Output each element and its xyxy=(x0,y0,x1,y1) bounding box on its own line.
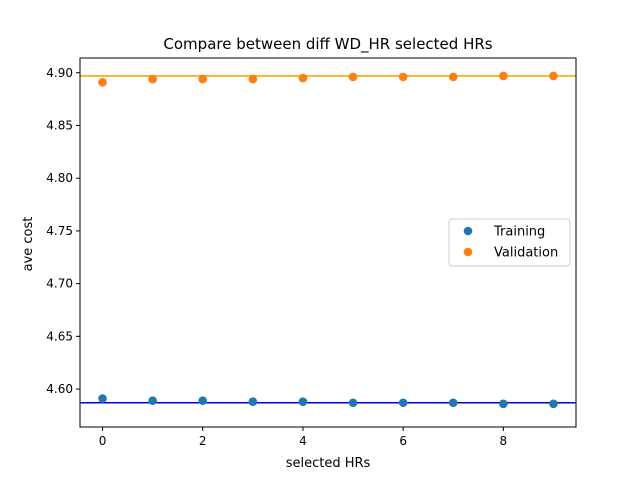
data-point-0-7 xyxy=(448,398,458,408)
axes-layer: 0 2 4 6 8 4.60 4.65 4.70 4.75 4.80 4.85 4.90 xyxy=(46,57,577,448)
data-point-1-2 xyxy=(198,74,208,84)
chart-title: Compare between diff WD_HR selected HRs xyxy=(163,35,492,54)
data-point-0-6 xyxy=(398,398,408,408)
y-axis-label: ave cost xyxy=(21,217,36,272)
y-tick-label-5: 4.85 xyxy=(46,118,73,132)
legend: Training Validation xyxy=(448,218,571,267)
data-point-0-9 xyxy=(549,399,558,409)
data-point-1-7 xyxy=(448,72,458,82)
y-tick-label-6: 4.90 xyxy=(46,66,73,80)
data-point-1-3 xyxy=(248,74,258,84)
data-point-1-1 xyxy=(148,74,157,84)
y-tick-label-3: 4.75 xyxy=(46,224,73,238)
data-point-1-4 xyxy=(298,73,308,83)
data-point-1-6 xyxy=(398,72,408,82)
data-point-0-5 xyxy=(348,398,358,408)
x-tick-label-1: 2 xyxy=(199,434,207,448)
x-axis-label: selected HRs xyxy=(286,456,371,471)
data-point-1-9 xyxy=(549,71,558,81)
x-tick-label-3: 6 xyxy=(399,434,407,448)
y-tick-label-4: 4.80 xyxy=(46,171,73,185)
legend-label-0: Training xyxy=(493,225,545,240)
data-point-0-8 xyxy=(499,399,508,409)
y-tick-label-0: 4.60 xyxy=(46,382,73,396)
legend-marker-1 xyxy=(463,247,473,257)
y-tick-label-1: 4.65 xyxy=(46,329,73,343)
data-point-1-0 xyxy=(98,77,107,87)
data-point-0-4 xyxy=(298,397,308,406)
data-point-0-0 xyxy=(98,394,107,403)
axes-frame xyxy=(79,57,577,428)
data-point-0-3 xyxy=(248,397,258,406)
legend-marker-0 xyxy=(463,226,473,236)
plot-layer xyxy=(80,71,576,409)
legend-box xyxy=(448,218,571,267)
legend-label-1: Validation xyxy=(494,246,558,261)
x-tick-label-4: 8 xyxy=(500,434,508,448)
data-point-1-5 xyxy=(348,72,358,82)
data-point-0-1 xyxy=(148,396,157,405)
data-point-1-8 xyxy=(499,71,508,81)
x-tick-label-2: 4 xyxy=(299,434,307,448)
x-tick-label-0: 0 xyxy=(99,434,107,448)
data-point-0-2 xyxy=(198,396,208,405)
y-tick-label-2: 4.70 xyxy=(46,277,73,291)
